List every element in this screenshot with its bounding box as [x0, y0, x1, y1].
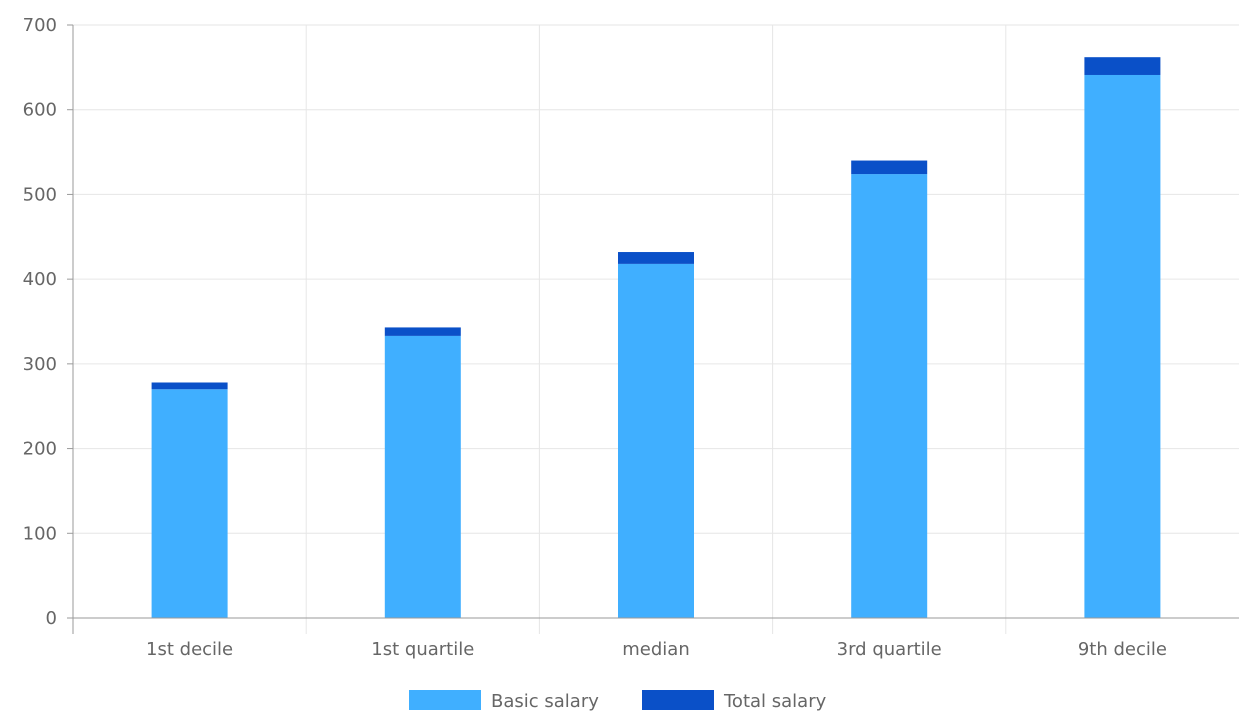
y-tick-label: 300: [23, 354, 57, 375]
y-tick-label: 0: [46, 608, 57, 629]
x-tick-label: 1st quartile: [371, 639, 474, 660]
y-tick-label: 600: [23, 100, 57, 121]
bar-total-salary: [151, 382, 228, 390]
legend-swatch-total: [642, 690, 714, 710]
bar-total-salary: [1084, 57, 1161, 75]
bar-basic-salary: [151, 389, 228, 618]
axes: [67, 24, 1239, 634]
bar-total-salary: [384, 327, 461, 336]
y-tick-label: 100: [23, 523, 57, 544]
bar-basic-salary: [384, 335, 461, 618]
x-tick-label: 9th decile: [1078, 639, 1167, 660]
legend-item: Basic salary: [409, 690, 599, 712]
legend-swatch-basic: [409, 690, 481, 710]
bar-basic-salary: [1084, 74, 1161, 618]
bars: [151, 57, 1161, 618]
legend-label-total: Total salary: [723, 691, 827, 712]
bar-total-salary: [851, 160, 928, 175]
tick-labels: 0 100 200 300 400 500 600 700 1st decile 1st quar…: [23, 15, 1167, 660]
x-tick-label: median: [622, 639, 689, 660]
y-tick-label: 500: [23, 184, 57, 205]
x-tick-label: 3rd quartile: [837, 639, 942, 660]
legend: Basic salary Total salary: [409, 690, 827, 712]
legend-label-basic: Basic salary: [491, 691, 599, 712]
legend-item: Total salary: [642, 690, 827, 712]
y-tick-label: 200: [23, 439, 57, 460]
bar-basic-salary: [851, 174, 928, 618]
bar-basic-salary: [618, 263, 694, 618]
y-tick-label: 400: [23, 269, 57, 290]
bar-total-salary: [618, 252, 694, 264]
y-tick-label: 700: [23, 15, 57, 36]
x-tick-label: 1st decile: [146, 639, 233, 660]
grid-lines: [73, 24, 1239, 618]
